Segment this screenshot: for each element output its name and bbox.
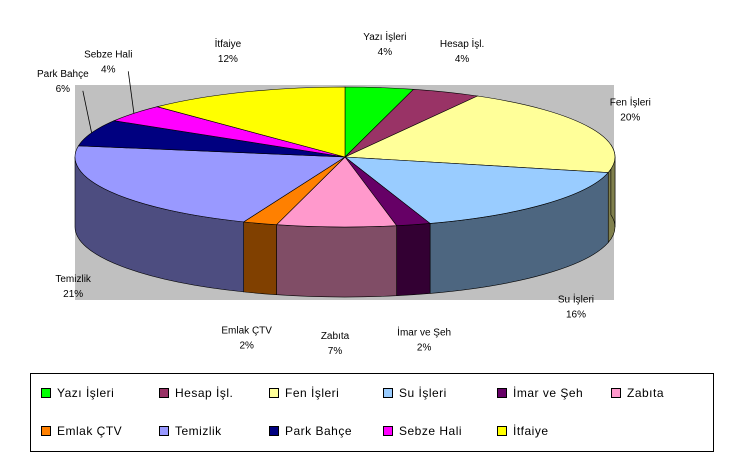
slice-label-1: Hesap İşl. (440, 37, 484, 50)
slice-label-4: İmar ve Şeh (397, 325, 451, 338)
legend-label: Fen İşleri (285, 386, 340, 400)
legend-label: Su İşleri (399, 386, 447, 400)
legend-swatch (159, 388, 169, 398)
legend-item: Temizlik (159, 424, 222, 438)
legend-item: Hesap İşl. (159, 386, 233, 400)
legend-swatch (41, 388, 51, 398)
legend-item: İmar ve Şeh (497, 386, 583, 400)
slice-pct-7: 21% (63, 289, 83, 300)
legend: Yazı İşleri Hesap İşl. Fen İşleri Su İşleri… (30, 373, 714, 452)
slice-pct-0: 4% (378, 47, 393, 58)
slice-pct-8: 6% (56, 84, 71, 95)
slice-label-8: Park Bahçe (37, 69, 89, 80)
legend-item: Park Bahçe (269, 424, 352, 438)
legend-label: Hesap İşl. (175, 386, 234, 400)
slice-pct-10: 12% (218, 54, 238, 65)
slice-label-10: İtfaiye (215, 37, 242, 50)
legend-swatch (383, 388, 393, 398)
legend-swatch (611, 388, 621, 398)
pie-chart: Yazı İşleri 4% Hesap İşl. 4% Fen İşleri 20% Su… (37, 30, 651, 357)
slice-10 (155, 86, 346, 158)
slice-pct-6: 2% (239, 340, 254, 351)
slice-side-6 (243, 221, 277, 296)
legend-swatch (497, 426, 507, 436)
slice-label-7: Temizlik (55, 274, 92, 285)
slice-7 (74, 145, 346, 223)
legend-label: Park Bahçe (285, 424, 353, 438)
slice-side-5 (276, 224, 397, 298)
legend-item: İtfaiye (497, 424, 549, 438)
slice-5 (275, 156, 398, 228)
slice-pct-4: 2% (417, 342, 432, 353)
slice-label-9: Sebze Hali (84, 49, 132, 60)
legend-label: Sebze Hali (399, 424, 463, 438)
slice-2 (344, 95, 616, 173)
legend-label: Zabıta (627, 386, 665, 400)
legend-swatch (41, 426, 51, 436)
legend-label: Emlak ÇTV (57, 424, 123, 438)
legend-item: Zabıta (611, 386, 664, 400)
pie-chart-svg: Yazı İşleri 4% Hesap İşl. 4% Fen İşleri 20% Su… (37, 30, 651, 357)
legend-swatch (269, 426, 279, 436)
leader-line-8 (82, 90, 93, 133)
leader-line-9 (127, 71, 135, 114)
legend-item: Yazı İşleri (41, 386, 114, 400)
legend-label: Yazı İşleri (57, 386, 115, 400)
legend-label: İmar ve Şeh (513, 386, 584, 400)
slice-pct-3: 16% (566, 309, 586, 320)
slice-label-2: Fen İşleri (610, 96, 651, 109)
legend-swatch (383, 426, 393, 436)
legend-item: Sebze Hali (383, 424, 462, 438)
legend-item: Fen İşleri (269, 386, 339, 400)
legend-item: Emlak ÇTV (41, 424, 122, 438)
legend-label: İtfaiye (513, 424, 549, 438)
slice-label-3: Su İşleri (558, 292, 594, 305)
slice-label-0: Yazı İşleri (363, 30, 406, 43)
slice-pct-1: 4% (455, 54, 470, 65)
legend-swatch (497, 388, 507, 398)
slice-pct-2: 20% (620, 113, 640, 124)
slice-label-5: Zabıta (321, 331, 350, 342)
legend-item: Su İşleri (383, 386, 447, 400)
legend-swatch (269, 388, 279, 398)
slice-label-6: Emlak ÇTV (221, 325, 272, 336)
slice-pct-5: 7% (328, 346, 343, 357)
legend-label: Temizlik (175, 424, 222, 438)
slice-pct-9: 4% (101, 64, 116, 75)
slice-side-4 (396, 223, 431, 297)
legend-swatch (159, 426, 169, 436)
slice-3 (344, 156, 609, 224)
